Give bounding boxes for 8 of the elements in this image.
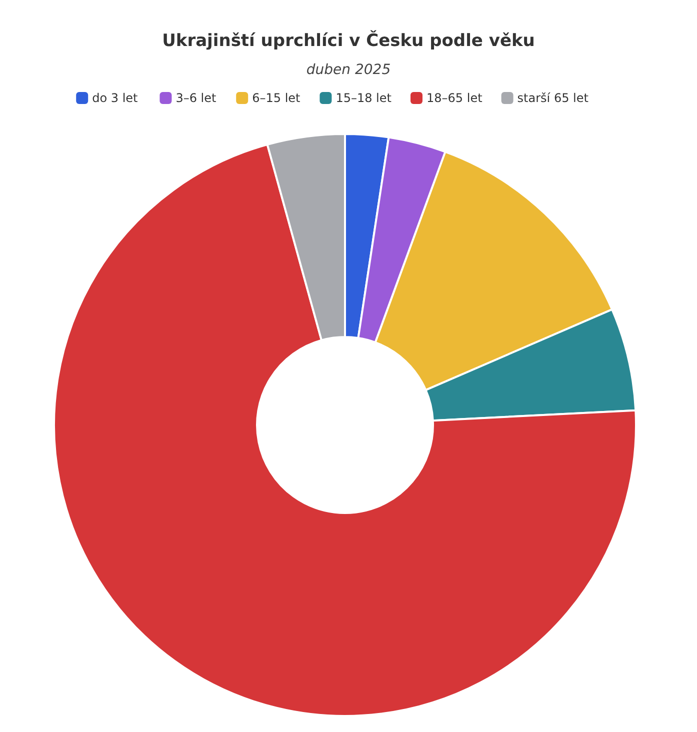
legend-label: 15–18 let bbox=[336, 91, 392, 105]
legend-label: 3–6 let bbox=[176, 91, 216, 105]
legend-label: 18–65 let bbox=[426, 91, 483, 105]
chart-title: Ukrajinští uprchlíci v Česku podle věku bbox=[162, 30, 535, 51]
legend-label: do 3 let bbox=[92, 91, 138, 105]
legend-label: 6–15 let bbox=[252, 91, 301, 105]
legend-label: starší 65 let bbox=[517, 91, 589, 105]
chart-subtitle: duben 2025 bbox=[306, 62, 391, 78]
